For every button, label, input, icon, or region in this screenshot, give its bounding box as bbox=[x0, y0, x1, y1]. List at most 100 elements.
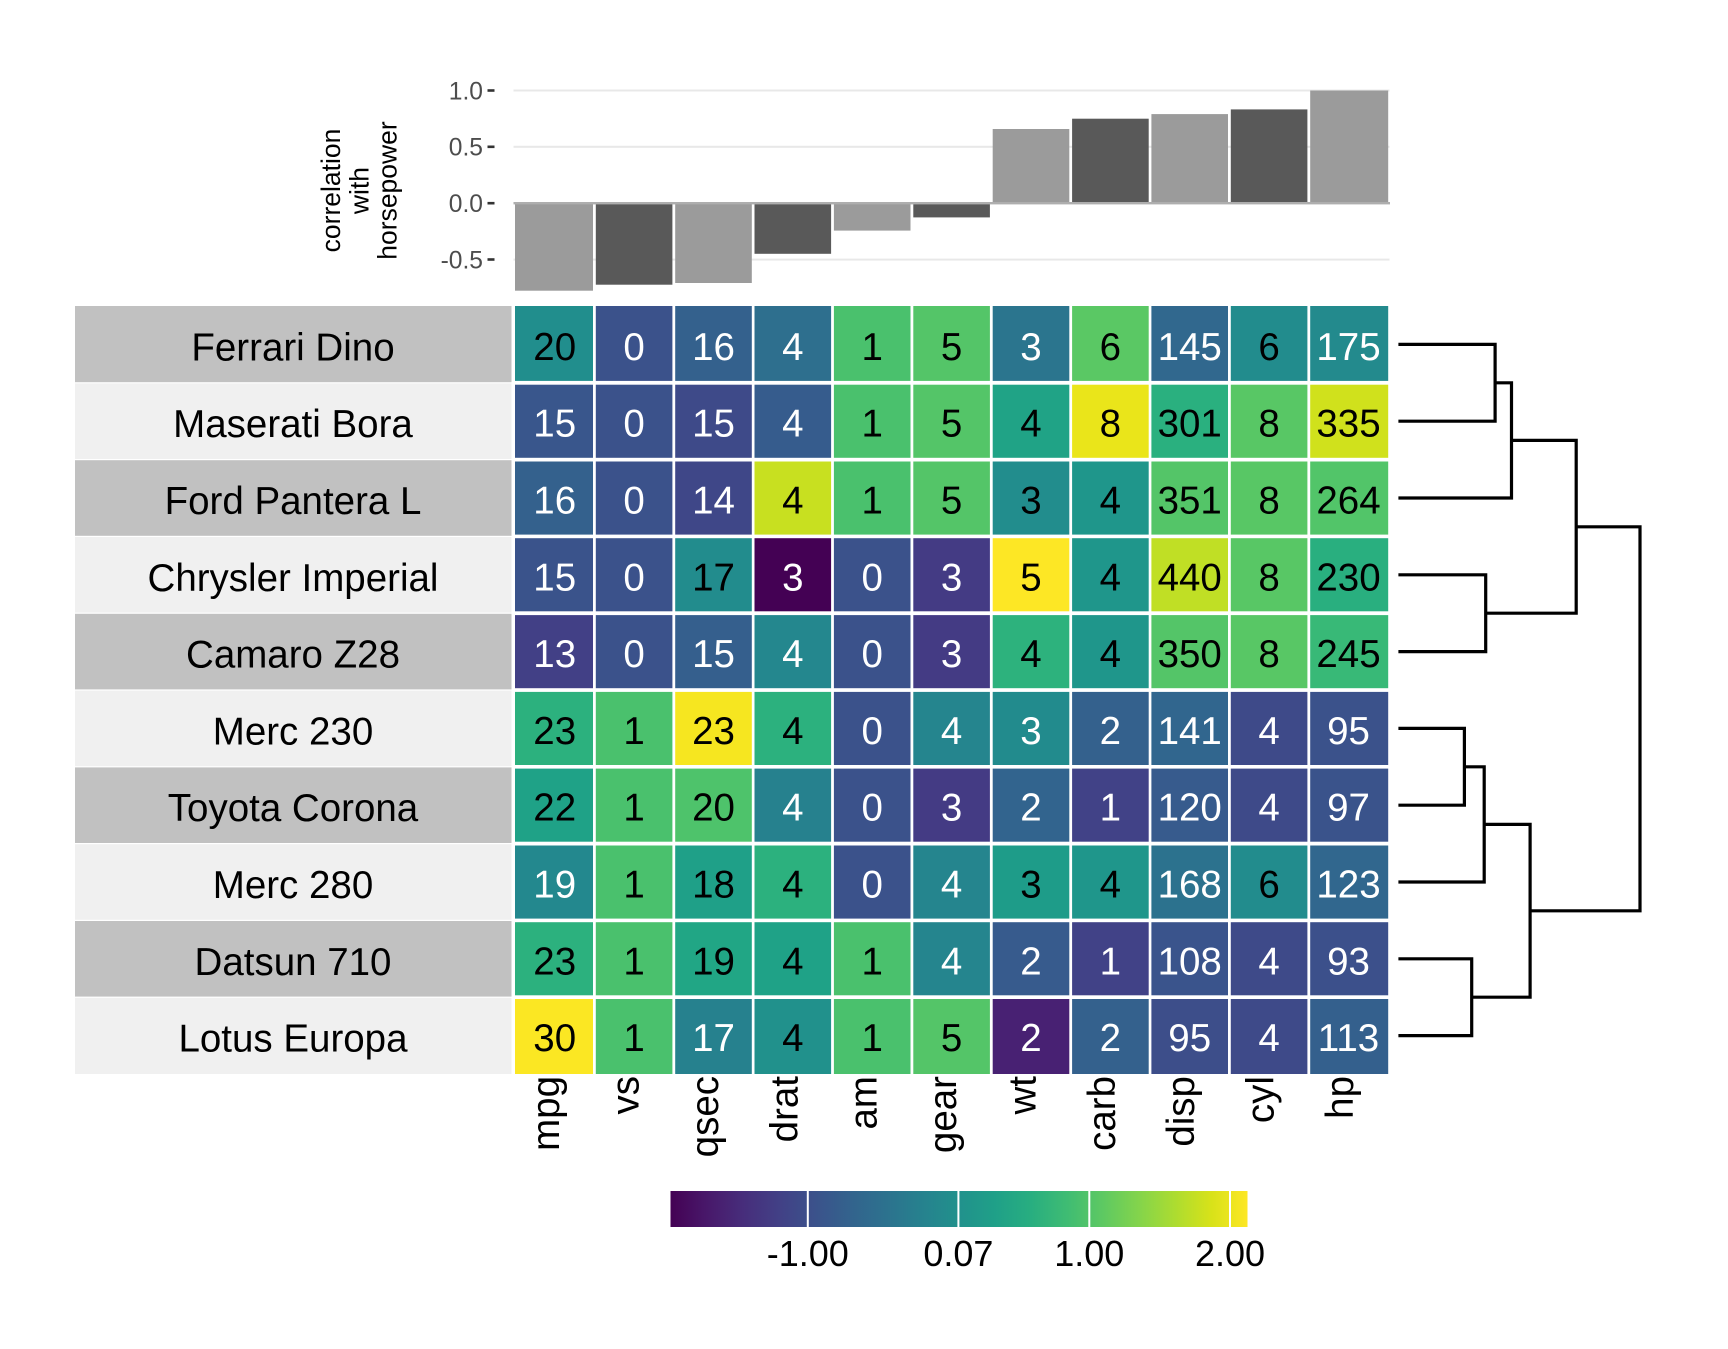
svg-text:3: 3 bbox=[1020, 326, 1041, 369]
svg-text:30: 30 bbox=[533, 1017, 576, 1060]
svg-text:3: 3 bbox=[941, 633, 962, 676]
svg-text:4: 4 bbox=[1100, 556, 1121, 599]
svg-text:1: 1 bbox=[623, 787, 644, 830]
svg-text:4: 4 bbox=[782, 1017, 803, 1060]
svg-text:123: 123 bbox=[1316, 864, 1380, 907]
svg-text:wt: wt bbox=[1002, 1076, 1045, 1116]
svg-text:2: 2 bbox=[1100, 1017, 1121, 1060]
svg-text:1: 1 bbox=[1100, 787, 1121, 830]
svg-text:qsec: qsec bbox=[684, 1076, 727, 1157]
svg-text:108: 108 bbox=[1158, 940, 1222, 983]
svg-text:1: 1 bbox=[861, 480, 882, 523]
svg-text:0: 0 bbox=[623, 480, 644, 523]
svg-text:Lotus Europa: Lotus Europa bbox=[178, 1018, 408, 1061]
svg-text:3: 3 bbox=[782, 556, 803, 599]
svg-text:0.5: 0.5 bbox=[449, 135, 483, 162]
svg-text:1: 1 bbox=[623, 940, 644, 983]
svg-text:0: 0 bbox=[623, 326, 644, 369]
svg-text:6: 6 bbox=[1258, 326, 1279, 369]
svg-text:15: 15 bbox=[692, 403, 735, 446]
svg-text:2: 2 bbox=[1100, 710, 1121, 753]
svg-text:am: am bbox=[843, 1076, 886, 1129]
svg-text:3: 3 bbox=[941, 787, 962, 830]
svg-text:Datsun 710: Datsun 710 bbox=[195, 941, 392, 984]
svg-text:0.07: 0.07 bbox=[923, 1233, 993, 1274]
svg-text:0: 0 bbox=[623, 403, 644, 446]
svg-text:cyl: cyl bbox=[1240, 1076, 1283, 1123]
svg-text:horsepower: horsepower bbox=[373, 121, 403, 260]
svg-text:175: 175 bbox=[1316, 326, 1380, 369]
svg-text:23: 23 bbox=[533, 940, 576, 983]
svg-text:5: 5 bbox=[1020, 556, 1041, 599]
svg-text:1: 1 bbox=[861, 940, 882, 983]
svg-text:16: 16 bbox=[533, 480, 576, 523]
svg-text:245: 245 bbox=[1316, 633, 1380, 676]
svg-text:97: 97 bbox=[1327, 787, 1370, 830]
svg-text:17: 17 bbox=[692, 556, 735, 599]
svg-text:17: 17 bbox=[692, 1017, 735, 1060]
svg-text:4: 4 bbox=[1258, 1017, 1279, 1060]
svg-text:1: 1 bbox=[861, 326, 882, 369]
svg-text:4: 4 bbox=[941, 710, 962, 753]
svg-text:mpg: mpg bbox=[525, 1076, 568, 1151]
svg-text:1: 1 bbox=[623, 710, 644, 753]
svg-text:Maserati Bora: Maserati Bora bbox=[173, 403, 413, 446]
svg-text:1: 1 bbox=[861, 403, 882, 446]
svg-text:120: 120 bbox=[1158, 787, 1222, 830]
svg-text:145: 145 bbox=[1158, 326, 1222, 369]
svg-text:4: 4 bbox=[782, 864, 803, 907]
svg-text:15: 15 bbox=[533, 403, 576, 446]
svg-text:0: 0 bbox=[623, 556, 644, 599]
svg-text:0: 0 bbox=[623, 633, 644, 676]
svg-text:2.00: 2.00 bbox=[1195, 1233, 1265, 1274]
svg-text:95: 95 bbox=[1327, 710, 1370, 753]
svg-text:141: 141 bbox=[1158, 710, 1222, 753]
svg-text:16: 16 bbox=[692, 326, 735, 369]
svg-text:15: 15 bbox=[533, 556, 576, 599]
svg-text:Camaro Z28: Camaro Z28 bbox=[186, 634, 400, 677]
svg-text:5: 5 bbox=[941, 326, 962, 369]
svg-text:4: 4 bbox=[941, 864, 962, 907]
svg-text:carb: carb bbox=[1081, 1076, 1124, 1151]
svg-text:4: 4 bbox=[941, 940, 962, 983]
svg-text:1: 1 bbox=[623, 1017, 644, 1060]
svg-text:0: 0 bbox=[861, 633, 882, 676]
svg-text:-0.5: -0.5 bbox=[441, 247, 483, 274]
svg-text:4: 4 bbox=[782, 480, 803, 523]
svg-text:22: 22 bbox=[533, 787, 576, 830]
svg-text:4: 4 bbox=[782, 633, 803, 676]
svg-text:0: 0 bbox=[861, 864, 882, 907]
svg-text:2: 2 bbox=[1020, 787, 1041, 830]
svg-text:4: 4 bbox=[1258, 940, 1279, 983]
svg-text:113: 113 bbox=[1318, 1017, 1379, 1060]
svg-text:13: 13 bbox=[533, 633, 576, 676]
svg-text:4: 4 bbox=[782, 710, 803, 753]
svg-text:correlation: correlation bbox=[316, 129, 346, 253]
svg-text:4: 4 bbox=[782, 787, 803, 830]
svg-text:6: 6 bbox=[1258, 864, 1279, 907]
svg-text:3: 3 bbox=[1020, 864, 1041, 907]
svg-text:2: 2 bbox=[1020, 940, 1041, 983]
svg-text:4: 4 bbox=[1258, 787, 1279, 830]
svg-text:23: 23 bbox=[692, 710, 735, 753]
svg-text:5: 5 bbox=[941, 1017, 962, 1060]
svg-text:5: 5 bbox=[941, 480, 962, 523]
svg-text:Ferrari Dino: Ferrari Dino bbox=[191, 326, 394, 369]
svg-text:4: 4 bbox=[1020, 633, 1041, 676]
svg-text:1: 1 bbox=[861, 1017, 882, 1060]
svg-text:4: 4 bbox=[782, 326, 803, 369]
svg-text:4: 4 bbox=[1100, 864, 1121, 907]
svg-text:Merc 230: Merc 230 bbox=[213, 710, 374, 753]
svg-text:15: 15 bbox=[692, 633, 735, 676]
svg-text:1: 1 bbox=[1100, 940, 1121, 983]
svg-text:gear: gear bbox=[922, 1076, 965, 1153]
svg-text:1: 1 bbox=[623, 864, 644, 907]
svg-text:8: 8 bbox=[1258, 480, 1279, 523]
svg-text:3: 3 bbox=[1020, 480, 1041, 523]
svg-text:hp: hp bbox=[1319, 1076, 1362, 1119]
svg-text:19: 19 bbox=[692, 940, 735, 983]
svg-text:23: 23 bbox=[533, 710, 576, 753]
svg-text:0.0: 0.0 bbox=[449, 191, 483, 218]
svg-text:19: 19 bbox=[533, 864, 576, 907]
svg-text:0: 0 bbox=[861, 787, 882, 830]
